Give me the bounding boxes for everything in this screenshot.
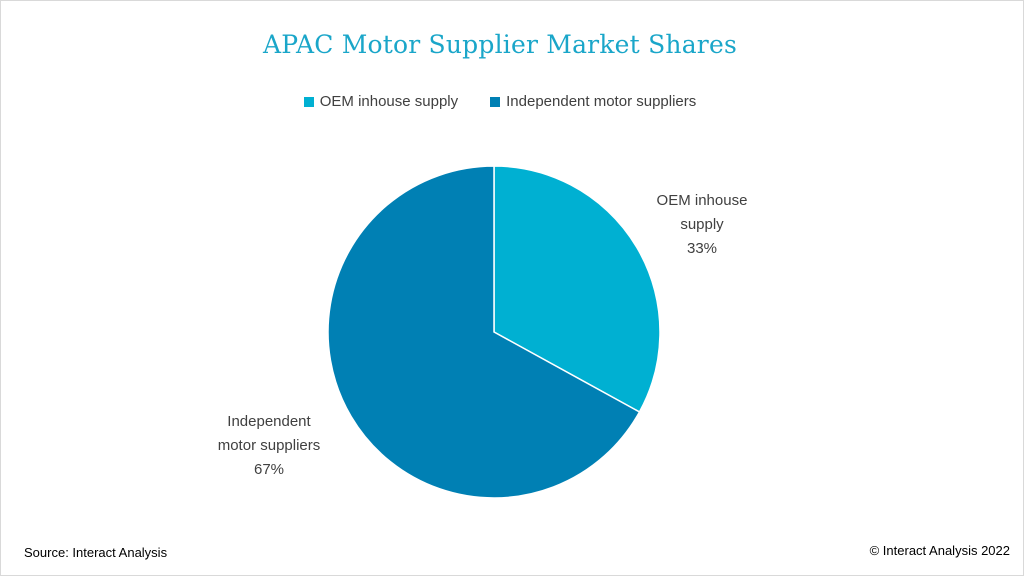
slice-label-oem-line2: supply	[680, 216, 724, 233]
pie-slice-independent	[327, 165, 641, 499]
slice-label-oem: OEM inhouse supply 33%	[640, 189, 764, 261]
slice-label-oem-percent: 33%	[686, 240, 718, 257]
slice-label-independent-line1: Independent	[227, 413, 311, 430]
legend-label-oem: OEM inhouse supply	[319, 93, 459, 110]
chart-title: APAC Motor Supplier Market Shares	[263, 30, 737, 59]
slice-label-independent-percent: 67%	[253, 461, 285, 478]
copyright-note: © Interact Analysis 2022	[869, 543, 1010, 558]
source-note: Source: Interact Analysis	[24, 545, 168, 560]
legend-label-independent: Independent motor suppliers	[506, 93, 697, 110]
legend-swatch-independent	[490, 96, 501, 107]
slice-label-oem-line1: OEM inhouse	[656, 192, 748, 209]
legend-swatch-oem	[303, 96, 314, 107]
pie-slice-oem	[493, 165, 661, 413]
chart-legend: OEM inhouse supply Independent motor sup…	[0, 93, 1000, 110]
slice-label-independent: Independent motor suppliers 67%	[198, 410, 340, 482]
slice-label-independent-line2: motor suppliers	[217, 437, 321, 454]
legend-item-oem: OEM inhouse supply	[303, 93, 459, 110]
legend-item-independent: Independent motor suppliers	[490, 93, 696, 110]
